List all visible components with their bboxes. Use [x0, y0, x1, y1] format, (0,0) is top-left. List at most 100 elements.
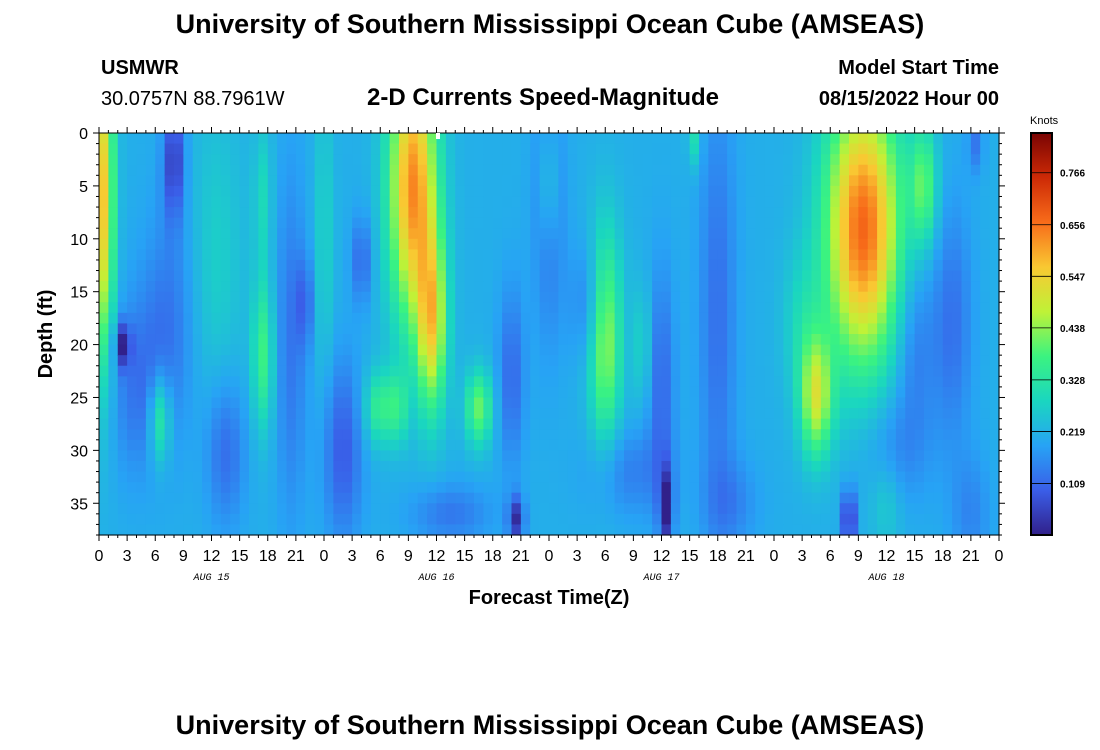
heatmap-cell [408, 228, 419, 240]
heatmap-cell [230, 302, 241, 314]
heatmap-cell [577, 196, 588, 208]
heatmap-cell [174, 312, 184, 325]
heatmap-cell [886, 418, 897, 430]
heatmap-cell [877, 323, 888, 335]
heatmap-cell [136, 376, 147, 388]
heatmap-cell [642, 228, 653, 240]
heatmap-cell [399, 355, 409, 367]
heatmap-cell [174, 408, 184, 420]
heatmap-cell [586, 408, 597, 420]
heatmap-cell [127, 386, 138, 399]
heatmap-cell [989, 281, 1000, 293]
heatmap-cell [736, 450, 747, 462]
heatmap-cell [380, 429, 391, 441]
heatmap-cell [324, 439, 334, 451]
heatmap-cell [783, 471, 794, 483]
heatmap-cell [408, 207, 419, 219]
heatmap-cell [445, 259, 456, 272]
heatmap-cell [427, 482, 438, 494]
heatmap-cell [886, 207, 897, 219]
heatmap-cell [689, 334, 700, 346]
heatmap-cell [895, 408, 906, 420]
heatmap-cell [989, 312, 1000, 325]
heatmap-cell [858, 228, 869, 240]
heatmap-cell [961, 365, 972, 377]
heatmap-cell [314, 302, 325, 314]
heatmap-cell [483, 513, 494, 526]
heatmap-cell [802, 365, 813, 377]
heatmap-cell [249, 217, 259, 229]
heatmap-cell [549, 175, 559, 187]
heatmap-cell [886, 450, 897, 462]
heatmap-cell [558, 397, 569, 409]
heatmap-cell [370, 185, 381, 198]
heatmap-cell [117, 503, 128, 515]
heatmap-cell [220, 460, 231, 473]
heatmap-cell [699, 376, 709, 388]
heatmap-cell [305, 482, 316, 494]
heatmap-cell [380, 482, 391, 494]
heatmap-cell [652, 439, 663, 451]
heatmap-cell [220, 312, 231, 325]
heatmap-cell [549, 376, 559, 388]
heatmap-cell [220, 471, 231, 483]
heatmap-cell [867, 439, 878, 451]
heatmap-cell [652, 217, 663, 229]
heatmap-cell [127, 524, 138, 536]
heatmap-cell [633, 492, 644, 504]
heatmap-cell [277, 397, 288, 409]
heatmap-cell [408, 450, 419, 462]
heatmap-cell [970, 133, 981, 145]
heatmap-cell [436, 397, 447, 409]
heatmap-cell [905, 302, 916, 314]
heatmap-cell [942, 164, 953, 176]
heatmap-cell [352, 492, 363, 504]
heatmap-cell [624, 302, 634, 314]
heatmap-cell [783, 408, 794, 420]
heatmap-cell [924, 185, 934, 198]
heatmap-cell [774, 270, 784, 282]
heatmap-cell [849, 429, 859, 441]
heatmap-cell [436, 302, 447, 314]
heatmap-cell [661, 408, 672, 420]
station-coordinates: 30.0757N 88.7961W [101, 88, 285, 110]
heatmap-cell [952, 365, 963, 377]
heatmap-cell [399, 429, 409, 441]
heatmap-cell [577, 418, 588, 430]
heatmap-cell [183, 143, 194, 155]
heatmap-cell [502, 344, 513, 356]
heatmap-cell [220, 249, 231, 261]
heatmap-cell [183, 397, 194, 409]
heatmap-cell [961, 397, 972, 409]
heatmap-cell [689, 270, 700, 282]
heatmap-cell [295, 164, 306, 176]
heatmap-cell [783, 418, 794, 430]
x-tick-label: 6 [376, 548, 385, 565]
heatmap-cell [380, 270, 391, 282]
heatmap-cell [99, 524, 109, 536]
heatmap-cell [155, 217, 166, 229]
heatmap-cell [502, 302, 513, 314]
heatmap-cell [586, 482, 597, 494]
heatmap-cell [745, 175, 756, 187]
heatmap-cell [108, 460, 119, 473]
heatmap-cell [183, 365, 194, 377]
heatmap-cell [905, 228, 916, 240]
heatmap-cell [708, 281, 719, 293]
heatmap-cell [295, 524, 306, 536]
heatmap-cell [942, 175, 953, 187]
heatmap-cell [108, 376, 119, 388]
heatmap-cell [989, 376, 1000, 388]
heatmap-cell [858, 355, 869, 367]
heatmap-cell [277, 450, 288, 462]
heatmap-cell [586, 175, 597, 187]
heatmap-cell [127, 249, 138, 261]
heatmap-cell [924, 397, 934, 409]
heatmap-cell [652, 513, 663, 526]
heatmap-cell [455, 482, 466, 494]
heatmap-cell [633, 323, 644, 335]
heatmap-cell [352, 196, 363, 208]
heatmap-cell [830, 302, 841, 314]
heatmap-cell [492, 133, 503, 145]
heatmap-cell [774, 207, 784, 219]
